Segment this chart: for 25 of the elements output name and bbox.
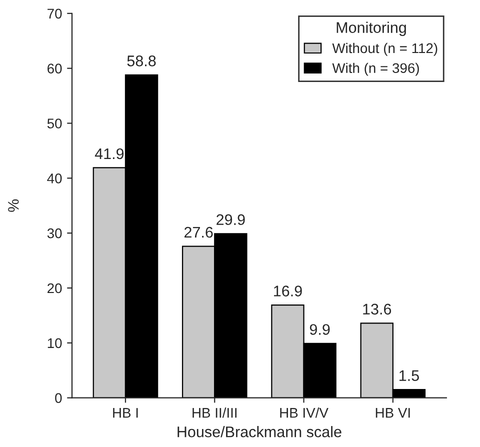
x-tick-label: HB VI [376,408,410,418]
x-axis-title: House/Brackmann scale [178,426,342,438]
data-label: 58.8 [127,56,156,66]
y-axis-title: % [8,199,19,212]
legend-label: Without (n = 112) [332,42,438,56]
data-label: 9.9 [310,324,330,335]
legend-title: Monitoring [336,22,406,36]
y-tick-label: 70 [48,8,62,19]
x-tick-label: HB I [113,408,138,418]
y-tick-label: 30 [47,228,62,238]
data-label: 1.5 [400,370,419,382]
x-tick-label: HB II/III [192,408,236,418]
y-tick-label: 0 [55,393,62,403]
x-tick-label: HB IV/V [280,408,328,418]
y-tick-label: 40 [47,173,62,184]
data-label: 13.6 [363,304,392,315]
data-label: 29.9 [216,214,245,226]
y-tick-label: 50 [47,118,62,128]
legend-label: With (n = 396) [332,62,419,76]
data-label: 27.6 [184,226,213,238]
data-label: 41.9 [94,148,124,160]
y-tick-label: 20 [48,283,62,294]
data-label: 16.9 [274,286,302,296]
y-tick-label: 10 [48,338,62,348]
y-tick-label: 60 [48,64,62,74]
